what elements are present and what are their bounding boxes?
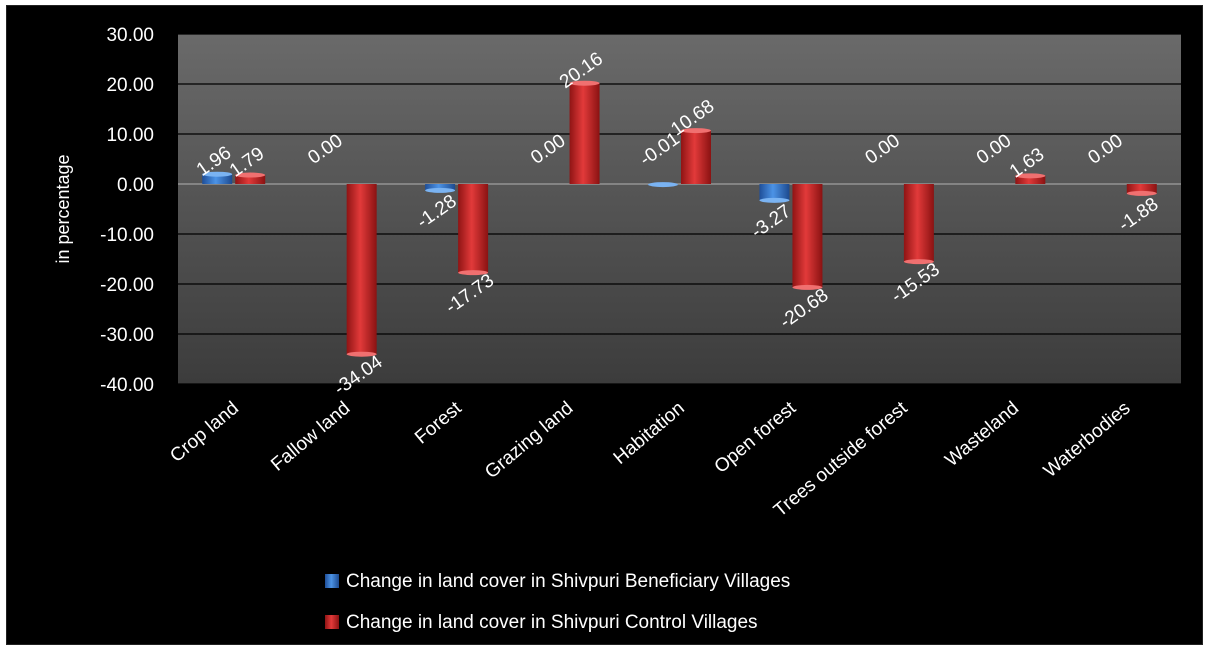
bar-control [1126,184,1157,194]
bar-control [903,184,934,262]
bar-cap [648,182,678,188]
x-category-label: Fallow land [267,398,354,476]
x-category-label: Grazing land [481,398,577,483]
legend-swatch-beneficiary [325,574,339,588]
x-category-label: Habitation [610,398,689,469]
legend-label-beneficiary: Change in land cover in Shivpuri Benefic… [346,571,790,592]
y-tick-label: -30.00 [100,325,154,346]
bar-cap [1015,173,1046,179]
x-category-label: Crop land [166,398,243,467]
plot-area [178,34,1181,384]
bar-control [569,83,600,184]
bar-control [346,184,377,355]
y-tick-label: -10.00 [100,225,154,246]
bar-beneficiary [759,184,790,201]
bar-cap [425,187,456,193]
bar-cap [681,128,711,134]
bar-cap [235,172,266,178]
bar-cap [903,259,934,265]
bar-control [681,130,711,184]
chart-frame: 30.00 20.00 10.00 0.00 -10.00 -20.00 -30.00 -40… [6,5,1203,645]
bar-cap [792,284,823,290]
x-category-label: Waterbodies [1040,398,1135,482]
legend: Change in land cover in Shivpuri Benefic… [325,571,790,633]
bar-cap [759,197,790,203]
bar-cap [346,351,377,357]
y-tick-label: 30.00 [106,25,154,46]
y-tick-label: 20.00 [106,75,154,96]
bar-cap [569,80,600,86]
legend-swatch-control [325,615,339,629]
bar-control [458,184,489,273]
bar-chart: 30.00 20.00 10.00 0.00 -10.00 -20.00 -30.00 -40… [53,25,1181,633]
y-tick-label: 0.00 [117,175,154,196]
bar-cap [458,270,489,276]
y-axis-label: in percentage [53,154,73,263]
y-tick-label: -40.00 [100,375,154,396]
y-tick-label: 10.00 [106,125,154,146]
x-category-label: Open forest [711,397,801,477]
x-category-label: Forest [411,397,466,448]
bar-cap [1126,190,1157,196]
x-category-label: Wasteland [941,398,1023,471]
bar-control [1015,175,1046,184]
legend-label-control: Change in land cover in Shivpuri Control… [346,612,758,633]
bar-control [235,175,266,184]
bar-beneficiary [425,184,456,191]
bar-cap [202,171,233,177]
y-tick-label: -20.00 [100,275,154,296]
bar-control [792,184,823,288]
bar-beneficiary [202,174,233,184]
